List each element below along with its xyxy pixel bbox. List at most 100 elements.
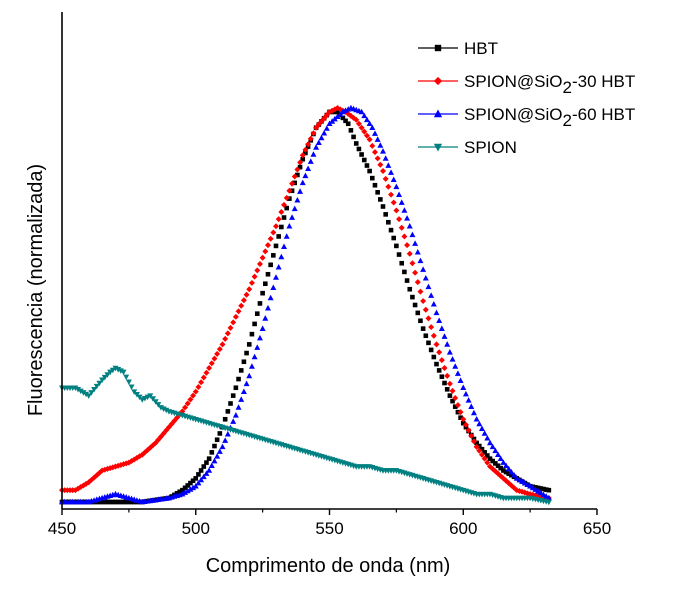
data-point: [489, 443, 496, 450]
axes: 450 500 550 600 650: [48, 12, 611, 538]
data-point: [391, 235, 396, 241]
data-point: [243, 380, 250, 387]
x-tick-label: 650: [583, 519, 611, 538]
data-point: [240, 388, 247, 394]
data-point: [192, 388, 199, 395]
data-point: [399, 260, 405, 266]
data-point: [195, 479, 202, 486]
data-point: [460, 420, 466, 426]
data-point: [452, 363, 459, 369]
data-point: [257, 301, 263, 306]
data-point: [450, 398, 455, 404]
data-point: [118, 499, 124, 505]
data-point: [310, 151, 317, 157]
legend-marker: [433, 76, 443, 86]
data-point: [219, 443, 226, 450]
data-point: [428, 324, 435, 331]
data-point: [294, 166, 301, 173]
data-point: [297, 164, 303, 170]
data-point: [358, 108, 365, 115]
data-point: [457, 377, 464, 383]
data-point: [222, 416, 228, 422]
data-point: [361, 128, 368, 135]
data-point: [287, 196, 292, 201]
data-point: [449, 387, 456, 394]
series-2: [59, 104, 552, 505]
data-point: [374, 155, 381, 162]
data-point: [420, 266, 427, 272]
data-point: [254, 344, 261, 350]
data-point: [513, 487, 520, 494]
data-point: [321, 115, 328, 122]
legend-item: SPION@SiO2-30 HBT: [418, 72, 635, 97]
data-point: [382, 155, 389, 161]
data-point: [241, 359, 247, 365]
data-point: [246, 372, 253, 379]
data-point: [420, 326, 426, 331]
data-point: [112, 463, 119, 470]
data-point: [423, 333, 429, 339]
data-point: [500, 459, 507, 465]
data-point: [281, 215, 287, 220]
data-point: [454, 402, 461, 409]
data-point: [372, 182, 378, 188]
data-point: [115, 462, 122, 469]
data-point: [545, 494, 552, 501]
data-point: [412, 302, 418, 308]
data-point: [235, 308, 242, 315]
data-point: [334, 105, 341, 111]
data-point: [417, 288, 424, 295]
data-point: [315, 121, 322, 128]
x-axis-title: Comprimento de onda (nm): [206, 555, 451, 577]
data-point: [110, 499, 116, 505]
data-point: [363, 116, 370, 123]
data-point: [442, 380, 447, 386]
data-point: [238, 368, 244, 373]
data-point: [460, 416, 467, 423]
legend-label: SPION: [464, 138, 517, 157]
data-point: [185, 483, 191, 488]
data-point: [278, 253, 285, 260]
data-point: [433, 341, 440, 348]
data-point: [422, 274, 429, 281]
data-point: [225, 409, 231, 414]
data-point: [396, 191, 403, 197]
data-point: [273, 243, 279, 249]
data-point: [126, 499, 132, 505]
data-point: [426, 340, 431, 346]
data-point: [271, 253, 276, 258]
data-point: [393, 207, 400, 214]
data-point: [182, 485, 188, 491]
data-point: [214, 350, 221, 357]
data-point: [371, 130, 378, 136]
data-point: [267, 294, 274, 301]
data-point: [275, 216, 282, 223]
data-point: [505, 465, 512, 472]
data-point: [417, 257, 424, 264]
data-point: [503, 477, 510, 484]
data-point: [484, 434, 491, 441]
data-point: [478, 451, 485, 458]
data-point: [206, 467, 213, 473]
data-point: [246, 342, 252, 347]
data-point: [323, 125, 330, 131]
data-point: [149, 396, 156, 402]
data-point: [260, 290, 265, 296]
data-point: [263, 281, 268, 287]
data-point: [211, 355, 218, 362]
data-point: [543, 487, 549, 492]
data-point: [97, 499, 102, 505]
data-point: [433, 309, 440, 316]
data-point: [350, 114, 357, 121]
data-point: [449, 356, 456, 362]
data-point: [476, 420, 483, 427]
data-point: [452, 394, 459, 401]
data-point: [370, 175, 375, 181]
data-point: [434, 361, 439, 367]
data-point: [120, 461, 127, 468]
data-point: [398, 224, 405, 231]
data-point: [478, 425, 485, 432]
data-point: [179, 490, 186, 497]
data-point: [222, 437, 229, 443]
data-point: [481, 455, 488, 462]
